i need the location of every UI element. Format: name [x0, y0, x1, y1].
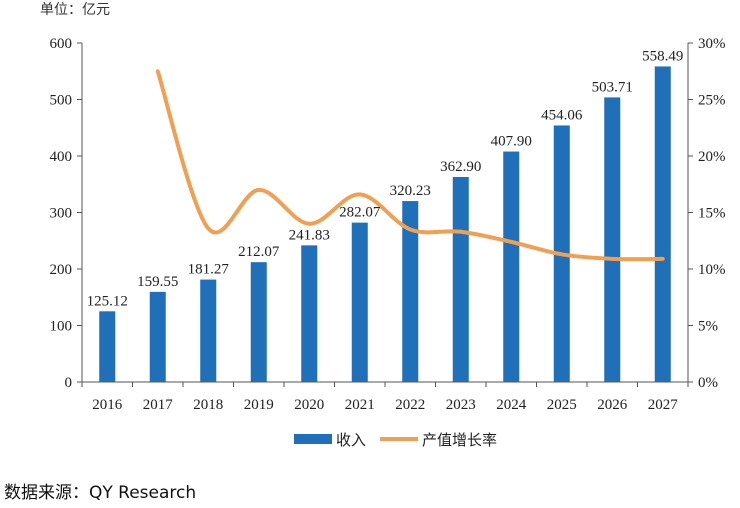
- right-tick-label: 0%: [698, 375, 718, 391]
- left-tick-label: 100: [50, 319, 73, 335]
- bar-value-label: 407.90: [491, 134, 532, 150]
- x-tick-label: 2016: [92, 397, 123, 413]
- x-tick-label: 2017: [143, 397, 174, 413]
- legend-label-growth: 产值增长率: [422, 431, 497, 449]
- left-tick-label: 0: [65, 375, 73, 391]
- source-note: 数据来源：QY Research: [4, 483, 197, 503]
- revenue-bar: [452, 176, 469, 382]
- x-tick-label: 2027: [648, 397, 679, 413]
- right-tick-label: 10%: [698, 262, 726, 278]
- bar-value-label: 159.55: [137, 274, 178, 290]
- bar-value-label: 212.07: [238, 244, 280, 260]
- unit-label: 单位：亿元: [40, 2, 110, 18]
- revenue-bar: [604, 97, 621, 383]
- x-tick-label: 2024: [496, 397, 527, 413]
- right-tick-label: 25%: [698, 93, 726, 109]
- bar-value-label: 181.27: [188, 262, 230, 278]
- legend-label-revenue: 收入: [336, 431, 366, 449]
- x-tick-label: 2019: [244, 397, 274, 413]
- left-tick-label: 300: [50, 206, 73, 222]
- revenue-bar: [503, 151, 520, 382]
- x-tick-label: 2021: [345, 397, 375, 413]
- revenue-bar: [301, 245, 318, 382]
- revenue-bar: [402, 201, 419, 382]
- axes: 0 100 200 300 400 500 600 0% 5% 10% 15% 20% 25% 30% 20…: [50, 36, 726, 413]
- bar-value-label: 282.07: [339, 205, 381, 221]
- left-tick-label: 500: [50, 93, 73, 109]
- revenue-bar: [351, 222, 368, 382]
- bar-value-label: 125.12: [87, 293, 128, 309]
- left-tick-label: 600: [50, 36, 73, 52]
- revenue-bar: [149, 291, 166, 382]
- bar-value-label: 454.06: [541, 107, 583, 123]
- right-tick-label: 15%: [698, 206, 726, 222]
- bars: [99, 66, 671, 383]
- legend: 收入 产值增长率: [294, 431, 497, 449]
- right-tick-label: 30%: [698, 36, 726, 52]
- bar-value-label: 558.49: [642, 48, 683, 64]
- x-tick-label: 2022: [395, 397, 425, 413]
- revenue-bar: [250, 262, 267, 382]
- bar-value-label: 503.71: [592, 79, 633, 95]
- x-tick-label: 2026: [597, 397, 628, 413]
- left-tick-label: 400: [50, 149, 73, 165]
- data-labels: 125.12 159.55 181.27 212.07 241.83 282.07 320.…: [87, 48, 684, 309]
- growth-rate-line: [155, 69, 665, 262]
- x-tick-label: 2023: [446, 397, 476, 413]
- bar-value-label: 362.90: [440, 159, 481, 175]
- legend-swatch-revenue: [294, 434, 332, 444]
- revenue-bar: [99, 311, 116, 382]
- x-tick-label: 2018: [193, 397, 223, 413]
- bar-value-label: 241.83: [289, 227, 330, 243]
- revenue-bar: [200, 279, 217, 382]
- right-tick-label: 20%: [698, 149, 726, 165]
- bar-value-label: 320.23: [390, 183, 431, 199]
- revenue-bar: [654, 66, 671, 382]
- x-tick-label: 2020: [294, 397, 324, 413]
- x-tick-label: 2025: [547, 397, 577, 413]
- growth-line: [155, 69, 665, 262]
- right-tick-label: 5%: [698, 319, 718, 335]
- left-tick-label: 200: [50, 262, 73, 278]
